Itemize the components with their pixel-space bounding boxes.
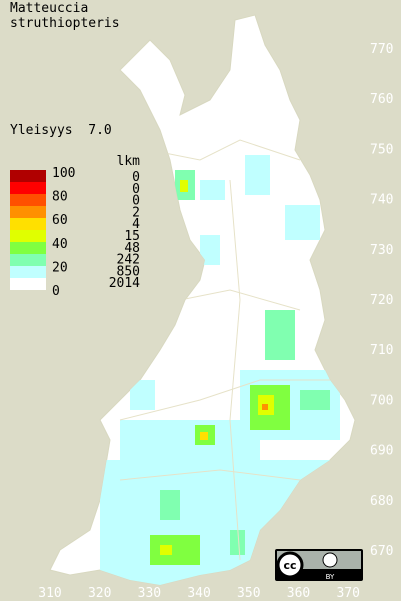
cell-area xyxy=(120,420,260,470)
cell xyxy=(200,235,220,265)
boundary xyxy=(149,139,301,161)
cell xyxy=(245,155,270,195)
boundary xyxy=(179,289,301,311)
scale-label: 0 xyxy=(52,284,60,299)
north-label: 680 xyxy=(370,494,393,509)
cell xyxy=(150,535,200,565)
boundaries xyxy=(119,139,340,561)
cell xyxy=(180,180,188,192)
legend-swatch xyxy=(10,194,46,206)
count-label: 0 xyxy=(132,194,140,209)
north-label: 700 xyxy=(370,393,393,408)
boundary xyxy=(229,179,241,561)
count-label: 0 xyxy=(132,170,140,185)
legend-swatch xyxy=(10,206,46,218)
cell xyxy=(230,530,245,555)
by-icon xyxy=(322,552,338,568)
legend-swatch xyxy=(10,242,46,254)
east-label: 310 xyxy=(38,586,61,601)
north-label: 770 xyxy=(370,42,393,57)
count-label: 850 xyxy=(117,264,140,279)
east-label: 360 xyxy=(287,586,310,601)
count-label: 0 xyxy=(132,182,140,197)
index-label: Yleisyys 7.0 xyxy=(10,123,112,138)
count-label: 2014 xyxy=(109,276,140,291)
count-header: lkm xyxy=(117,154,141,169)
cc-mark: cc xyxy=(283,559,296,572)
north-label: 690 xyxy=(370,444,393,459)
cell xyxy=(160,545,172,555)
north-label: 760 xyxy=(370,92,393,107)
count-label: 242 xyxy=(117,253,140,268)
scale-label: 100 xyxy=(52,166,75,181)
north-label: 730 xyxy=(370,243,393,258)
north-label: 720 xyxy=(370,293,393,308)
legend-swatch xyxy=(10,230,46,242)
cell xyxy=(160,490,180,520)
north-label: 710 xyxy=(370,343,393,358)
legend-swatch xyxy=(10,170,46,182)
count-label: 48 xyxy=(124,241,140,256)
scale-label: 40 xyxy=(52,237,68,252)
scale-label: 60 xyxy=(52,213,68,228)
occurrence-cells xyxy=(100,155,340,585)
north-label: 670 xyxy=(370,544,393,559)
cc-badge: cc BY xyxy=(275,549,363,581)
cc-icon xyxy=(276,551,304,579)
count-label: 15 xyxy=(124,229,140,244)
east-label: 370 xyxy=(336,586,359,601)
license-label: BY xyxy=(326,573,335,581)
species-title: Matteuccia xyxy=(10,1,88,16)
cell xyxy=(300,390,330,410)
species-title: struthiopteris xyxy=(10,16,120,31)
count-label: 4 xyxy=(132,217,140,232)
count-label: 2 xyxy=(132,205,140,220)
cell xyxy=(262,404,268,410)
cell xyxy=(285,205,320,240)
east-label: 350 xyxy=(237,586,260,601)
legend-swatch xyxy=(10,254,46,266)
north-label: 740 xyxy=(370,193,393,208)
legend-swatch xyxy=(10,278,46,290)
east-label: 320 xyxy=(88,586,111,601)
boundary xyxy=(119,469,301,481)
legend-swatch xyxy=(10,218,46,230)
legend-swatch xyxy=(10,266,46,278)
north-label: 750 xyxy=(370,142,393,157)
cell xyxy=(200,180,225,200)
cell xyxy=(265,310,295,360)
east-label: 340 xyxy=(187,586,210,601)
boundary xyxy=(119,379,340,421)
east-label: 330 xyxy=(138,586,161,601)
cell xyxy=(200,432,208,440)
legend-swatch xyxy=(10,182,46,194)
scale-label: 80 xyxy=(52,190,68,205)
scale-label: 20 xyxy=(52,260,68,275)
